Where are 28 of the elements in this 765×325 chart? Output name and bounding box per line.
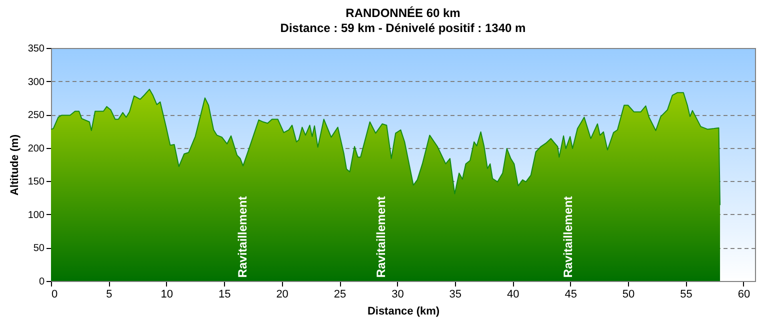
chart-title: RANDONNÉE 60 km — [346, 6, 460, 20]
y-tick-label: 50 — [33, 243, 45, 254]
x-tick-label: 10 — [160, 288, 174, 300]
y-tick-label: 250 — [28, 110, 45, 122]
x-tick-label: 30 — [392, 288, 404, 300]
x-tick-label: 60 — [738, 288, 750, 300]
y-tick-label: 100 — [28, 210, 45, 221]
y-tick-label: 300 — [28, 76, 45, 88]
x-tick-label: 55 — [680, 288, 692, 300]
annotation: Ravitaillement — [561, 196, 576, 278]
y-axis-title: Altitude (m) — [8, 134, 21, 196]
x-tick-label: 25 — [334, 288, 346, 300]
y-tick-label: 350 — [28, 44, 45, 54]
y-tick-label: 0 — [38, 276, 45, 288]
x-tick-label: 40 — [507, 288, 520, 300]
x-tick-label: 45 — [564, 288, 577, 300]
x-tick-label: 35 — [449, 288, 462, 300]
chart-subtitle: Distance : 59 km - Dénivelé positif : 1340 m — [280, 21, 526, 35]
x-tick-label: 50 — [622, 288, 635, 300]
x-tick-label: 0 — [52, 288, 58, 300]
x-axis-title: Distance (km) — [367, 306, 440, 318]
x-tick-label: 5 — [106, 288, 112, 300]
x-tick-label: 15 — [218, 288, 231, 300]
y-tick-label: 150 — [28, 176, 45, 188]
x-tick-label: 20 — [276, 288, 288, 300]
annotation: Ravitaillement — [236, 196, 250, 278]
y-tick-label: 200 — [28, 143, 45, 154]
annotation: Ravitaillement — [374, 196, 388, 278]
